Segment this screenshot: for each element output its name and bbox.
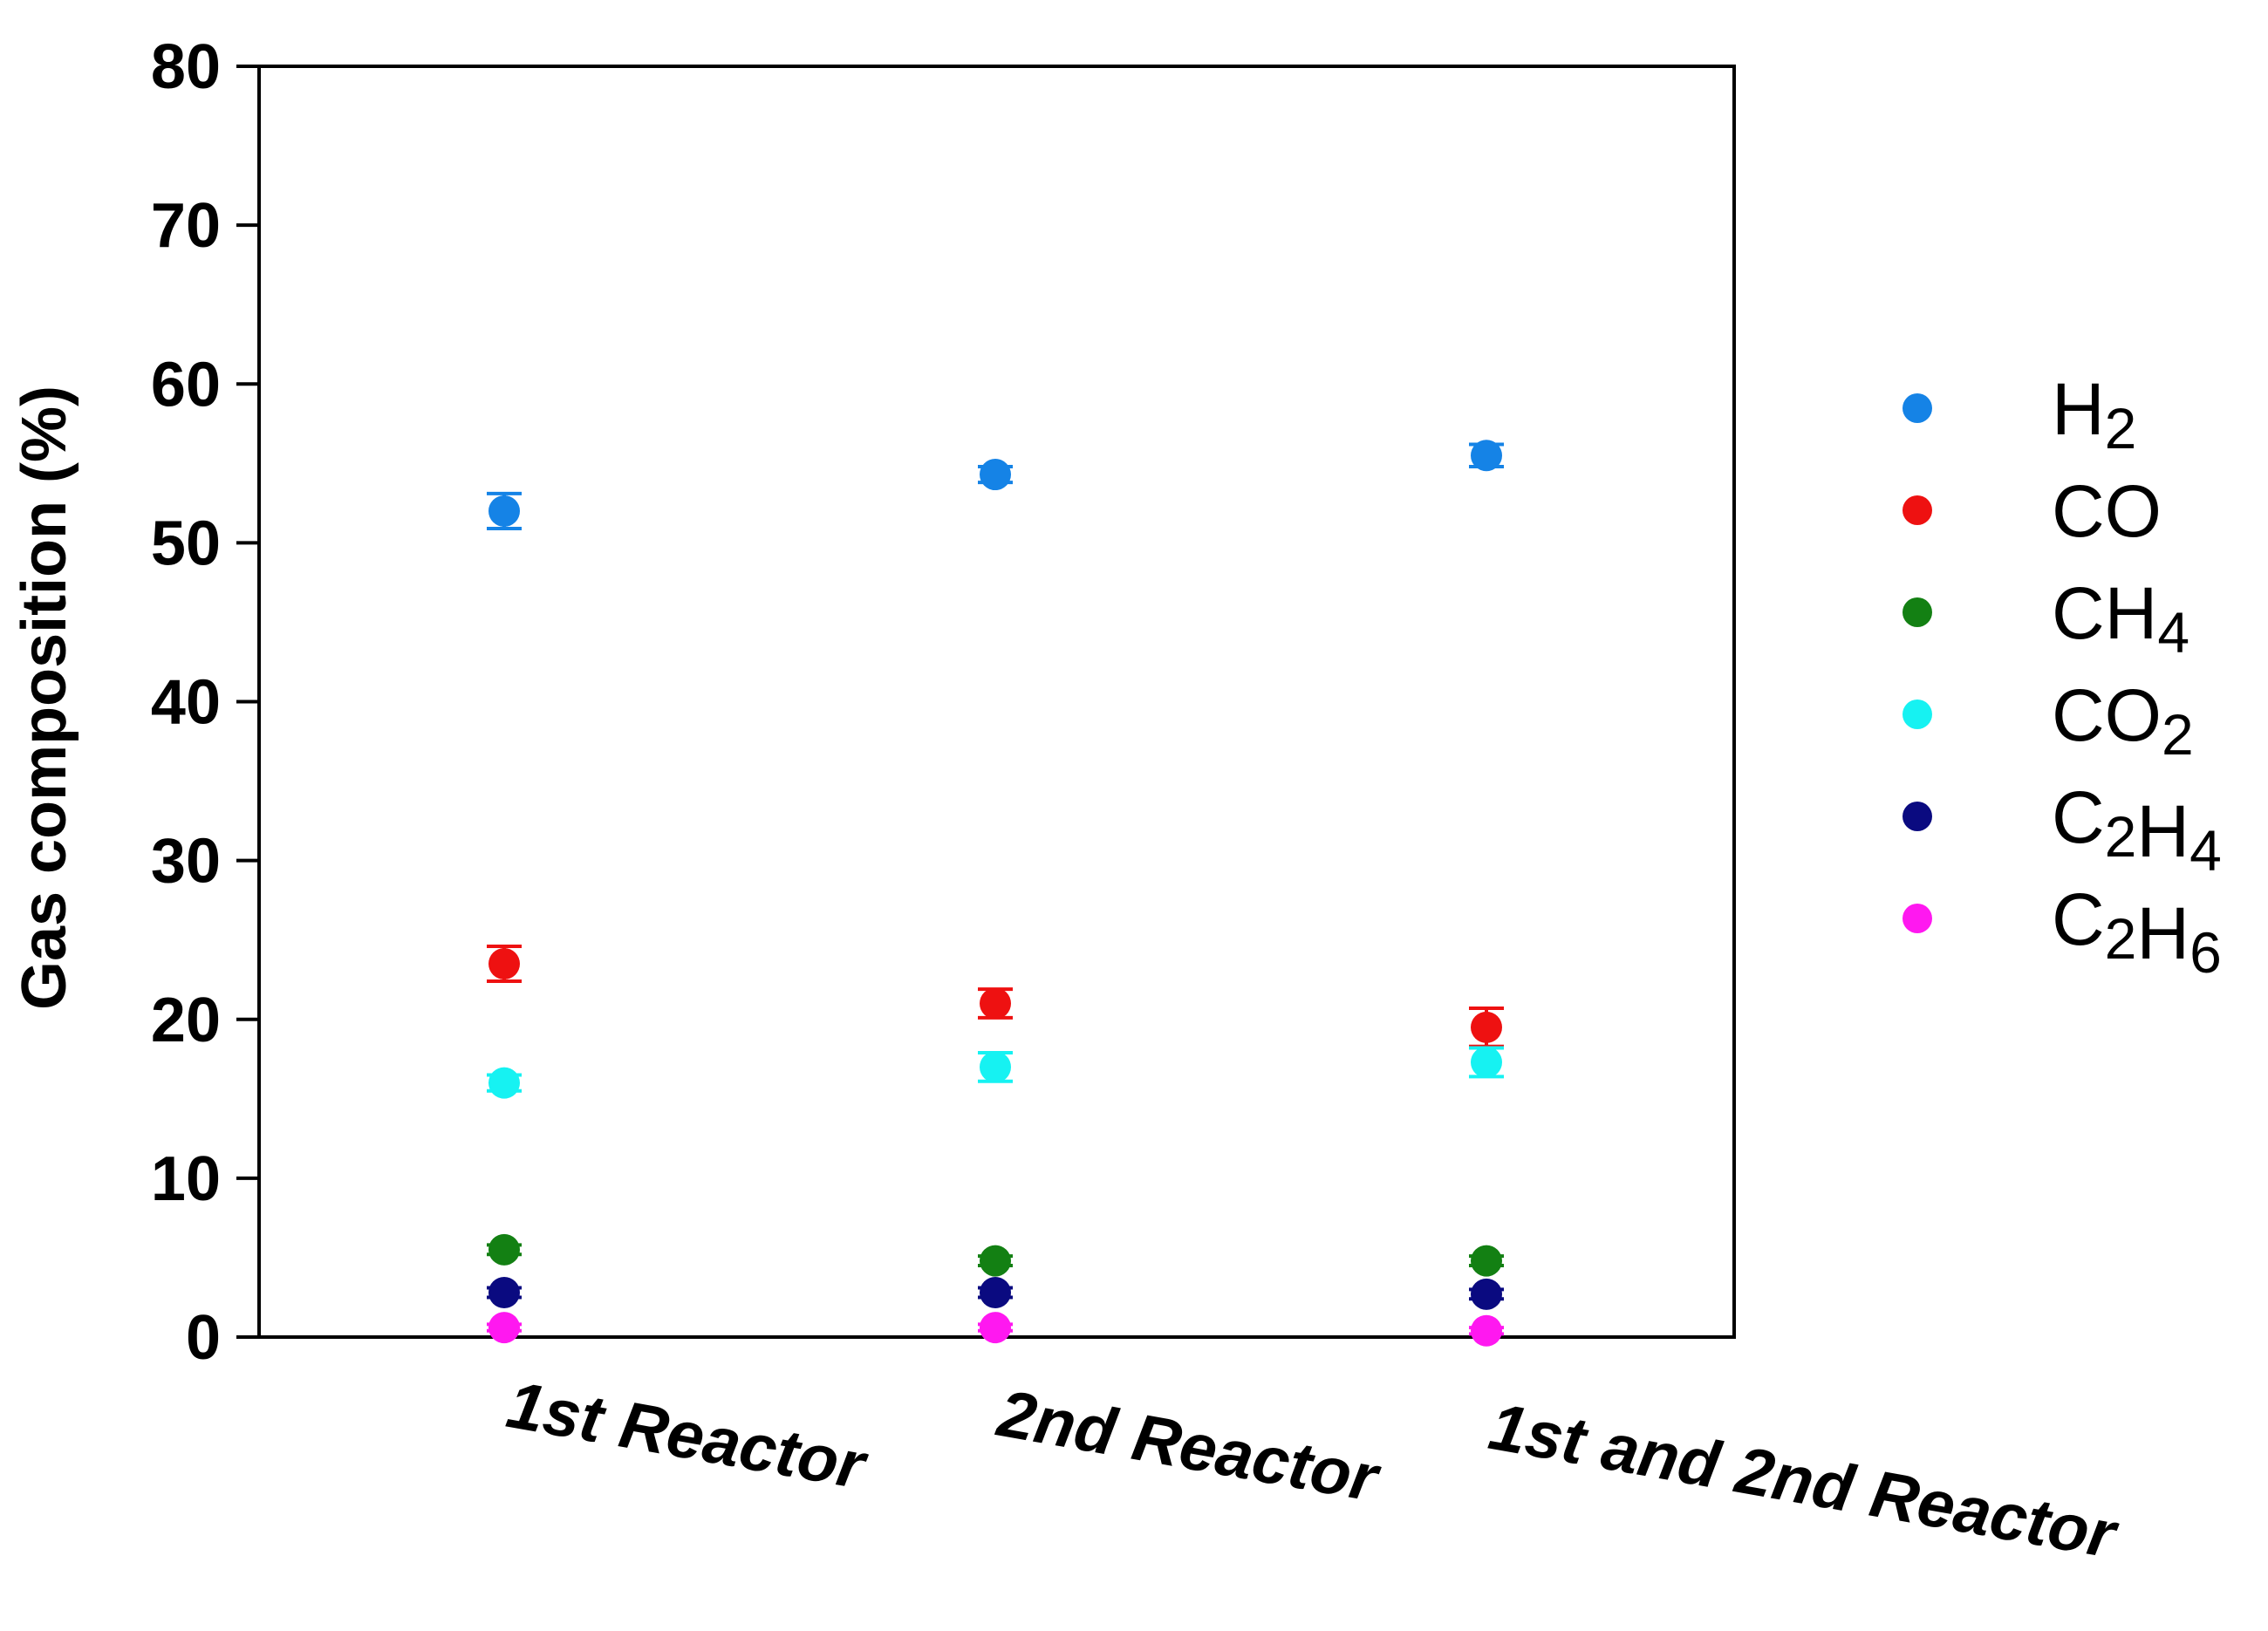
legend-label: CO2 bbox=[2052, 674, 2194, 767]
plot-frame bbox=[257, 65, 1736, 1339]
data-point bbox=[488, 1277, 520, 1309]
series-ch4 bbox=[487, 1233, 1504, 1277]
y-tick-label: 30 bbox=[151, 827, 221, 897]
series-c2h6 bbox=[487, 1312, 1504, 1347]
y-tick-label: 40 bbox=[151, 668, 221, 738]
data-point bbox=[1471, 1046, 1502, 1078]
data-points bbox=[487, 440, 1504, 1347]
axes bbox=[257, 65, 1736, 1339]
legend-marker bbox=[1903, 699, 1932, 729]
y-axis-ticks: 0 10 20 30 40 50 60 70 80 bbox=[151, 32, 259, 1373]
y-tick-label: 20 bbox=[151, 986, 221, 1055]
data-point bbox=[1471, 1245, 1502, 1277]
legend-marker bbox=[1903, 393, 1932, 423]
data-point bbox=[1471, 1278, 1502, 1310]
data-point bbox=[980, 1277, 1011, 1309]
data-point bbox=[980, 459, 1011, 491]
legend-item: H2 bbox=[1903, 368, 2136, 461]
legend-item: C2H4 bbox=[1903, 776, 2222, 883]
y-axis-title: Gas composition (%) bbox=[10, 386, 79, 1010]
x-axis-category-labels: 1st Reactor 2nd Reactor 1st and 2nd Reacto… bbox=[502, 1368, 2124, 1573]
data-point bbox=[488, 1067, 520, 1099]
data-point bbox=[1471, 1314, 1502, 1347]
legend-marker bbox=[1903, 904, 1932, 933]
legend-label: C2H4 bbox=[2052, 776, 2222, 883]
legend-item: CO2 bbox=[1903, 674, 2194, 767]
y-tick-label: 60 bbox=[151, 350, 221, 420]
y-tick-label: 50 bbox=[151, 508, 221, 578]
series-c2h4 bbox=[487, 1277, 1504, 1310]
legend-marker bbox=[1903, 495, 1932, 525]
x-category-label: 1st and 2nd Reactor bbox=[1484, 1389, 2124, 1573]
y-tick-label: 80 bbox=[151, 32, 221, 102]
legend-label: C2H6 bbox=[2052, 878, 2222, 985]
data-point bbox=[488, 1312, 520, 1344]
legend-item: CH4 bbox=[1903, 572, 2189, 665]
series-co2 bbox=[487, 1046, 1504, 1099]
legend-item: CO bbox=[1903, 470, 2162, 552]
data-point bbox=[980, 1245, 1011, 1277]
data-point bbox=[1471, 1011, 1502, 1043]
series-h2 bbox=[487, 440, 1504, 530]
data-point bbox=[488, 1233, 520, 1266]
data-point bbox=[980, 1312, 1011, 1344]
data-point bbox=[980, 987, 1011, 1020]
legend-label: CO bbox=[2052, 470, 2162, 552]
series-co bbox=[487, 944, 1504, 1048]
data-point bbox=[488, 948, 520, 980]
x-category-label: 2nd Reactor bbox=[991, 1376, 1387, 1517]
legend-item: C2H6 bbox=[1903, 878, 2222, 985]
data-point bbox=[1471, 440, 1502, 472]
legend-label: CH4 bbox=[2052, 572, 2189, 665]
x-category-label: 1st Reactor bbox=[502, 1368, 874, 1504]
y-tick-label: 70 bbox=[151, 191, 221, 261]
y-tick-label: 10 bbox=[151, 1144, 221, 1214]
y-tick-label: 0 bbox=[186, 1303, 221, 1373]
legend-label: H2 bbox=[2052, 368, 2136, 461]
data-point bbox=[980, 1051, 1011, 1083]
data-point bbox=[488, 495, 520, 527]
legend-marker bbox=[1903, 802, 1932, 831]
legend-marker bbox=[1903, 597, 1932, 627]
